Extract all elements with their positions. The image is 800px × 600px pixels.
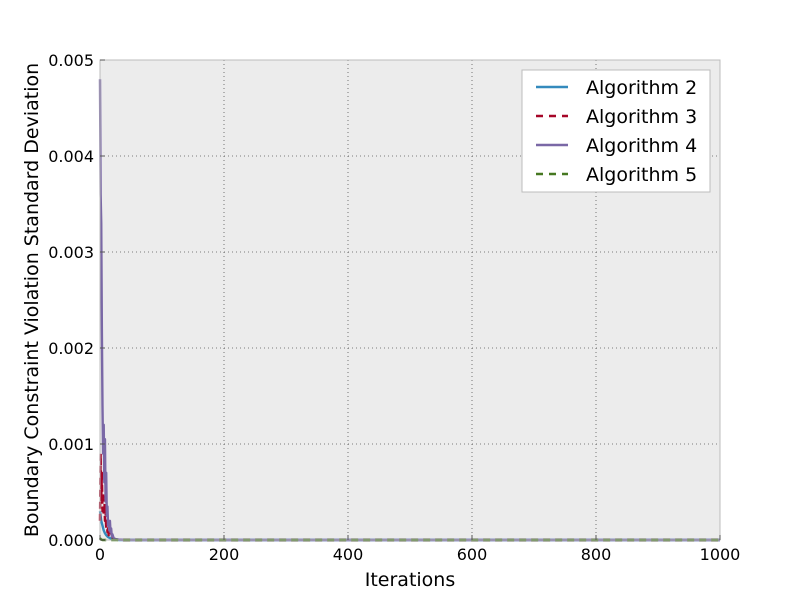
x-tick-label: 800 xyxy=(581,545,612,564)
legend: Algorithm 2 Algorithm 3 Algorithm 4 Algorit… xyxy=(521,69,711,193)
y-axis-ticks: 0.000 0.001 0.002 0.003 0.004 0.005 xyxy=(48,51,105,550)
legend-box xyxy=(521,69,711,193)
legend-label: Algorithm 5 xyxy=(586,164,697,186)
y-tick-label: 0.000 xyxy=(48,531,94,550)
legend-label: Algorithm 2 xyxy=(586,77,697,99)
x-tick-label: 400 xyxy=(333,545,364,564)
x-tick-label: 1000 xyxy=(700,545,741,564)
y-tick-label: 0.002 xyxy=(48,339,94,358)
legend-label: Algorithm 3 xyxy=(586,106,697,128)
y-tick-label: 0.004 xyxy=(48,147,94,166)
x-axis-ticks: 0 200 400 600 800 1000 xyxy=(95,535,740,564)
x-tick-label: 200 xyxy=(209,545,240,564)
y-tick-label: 0.001 xyxy=(48,435,94,454)
y-tick-label: 0.003 xyxy=(48,243,94,262)
series-line-algorithm-4 xyxy=(98,79,720,542)
plot-frame xyxy=(99,59,721,541)
x-tick-label: 0 xyxy=(95,545,105,564)
y-tick-label: 0.005 xyxy=(48,51,94,70)
x-tick-label: 600 xyxy=(457,545,488,564)
legend-label: Algorithm 4 xyxy=(586,135,697,157)
x-axis-label: Iterations xyxy=(365,569,456,591)
y-axis-label: Boundary Constraint Violation Standard D… xyxy=(21,63,43,537)
